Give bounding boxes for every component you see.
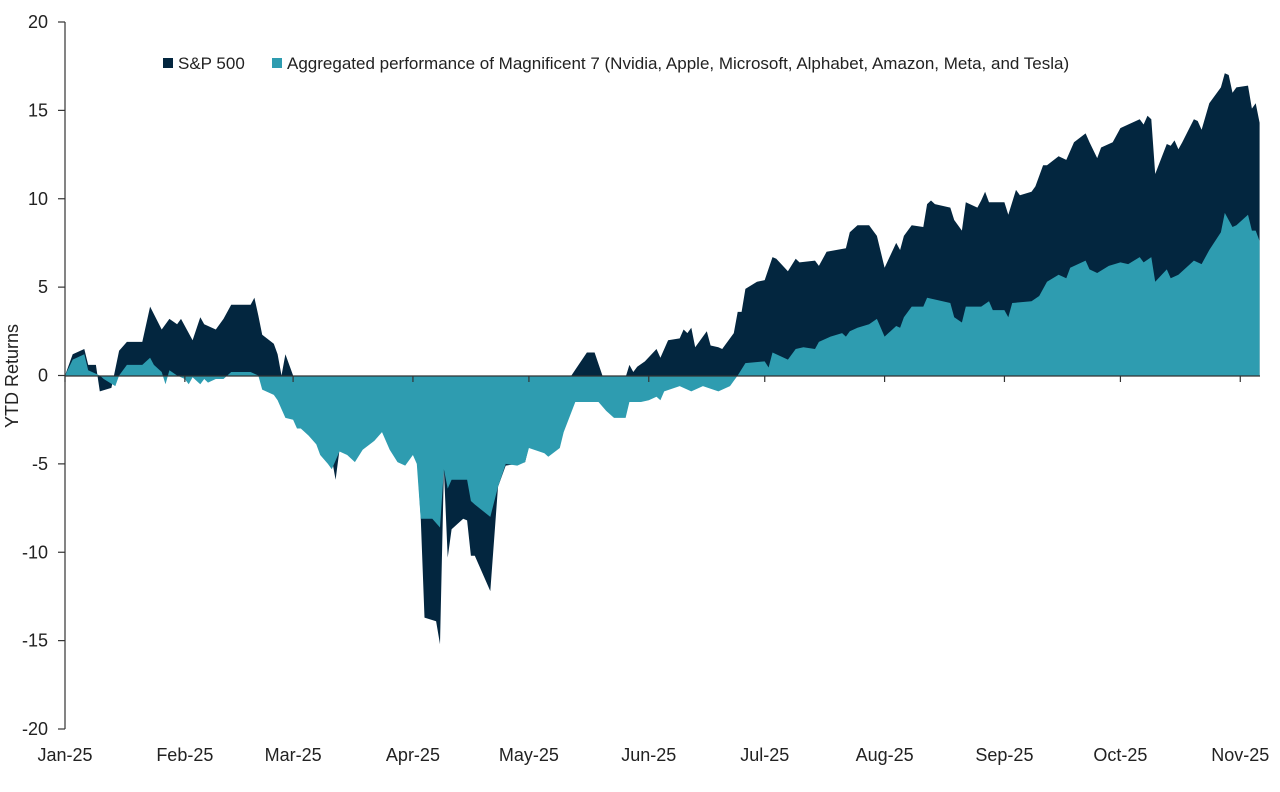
- y-tick-label: 5: [38, 277, 48, 297]
- x-tick-label: Mar-25: [265, 745, 322, 765]
- legend: S&P 500 Aggregated performance of Magnif…: [163, 54, 1069, 73]
- legend-label-sp500: S&P 500: [178, 54, 245, 73]
- y-tick-label: 15: [28, 100, 48, 120]
- y-tick-label: -15: [22, 631, 48, 651]
- x-tick-label: Aug-25: [856, 745, 914, 765]
- legend-swatch-magnificent-7: [272, 58, 282, 68]
- y-tick-label: 0: [38, 366, 48, 386]
- y-tick-label: 10: [28, 189, 48, 209]
- area-series-magnificent-7: [65, 212, 1260, 528]
- y-tick-label: -10: [22, 542, 48, 562]
- x-tick-label: Jul-25: [740, 745, 789, 765]
- y-tick-label: -20: [22, 719, 48, 739]
- x-tick-label: Feb-25: [156, 745, 213, 765]
- x-tick-label: Jan-25: [37, 745, 92, 765]
- legend-label-magnificent-7: Aggregated performance of Magnificent 7 …: [287, 54, 1069, 73]
- x-tick-label: Jun-25: [621, 745, 676, 765]
- x-axis-ticks: Jan-25 Feb-25 Mar-25 Apr-25 May-25 Jun-25 Jul-…: [37, 376, 1269, 765]
- plot-area: [65, 73, 1260, 645]
- y-axis-ticks: 20 15 10 5 0 -5 -10 -15 -20: [22, 12, 65, 739]
- x-tick-label: May-25: [499, 745, 559, 765]
- x-tick-label: Oct-25: [1093, 745, 1147, 765]
- y-tick-label: -5: [32, 454, 48, 474]
- area-series-sp500: [65, 73, 1260, 645]
- x-tick-label: Apr-25: [386, 745, 440, 765]
- y-tick-label: 20: [28, 12, 48, 32]
- y-axis-label: YTD Returns: [2, 324, 22, 428]
- legend-swatch-sp500: [163, 58, 173, 68]
- x-tick-label: Nov-25: [1211, 745, 1269, 765]
- x-tick-label: Sep-25: [975, 745, 1033, 765]
